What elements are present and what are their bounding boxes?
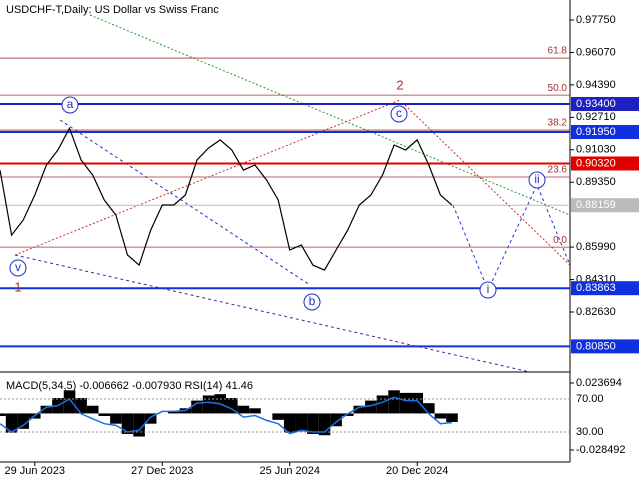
trend-lines <box>14 14 571 373</box>
wave-label: c <box>396 106 402 120</box>
wave-label: v <box>15 260 21 274</box>
y-tick-label: 0.96070 <box>576 46 616 58</box>
macd-bar <box>423 403 435 414</box>
wave-label: b <box>309 294 316 308</box>
price-label-box <box>571 281 639 296</box>
macd-bar <box>365 400 377 414</box>
macd-bar <box>295 413 308 432</box>
macd-bar <box>191 400 203 414</box>
chart-title: USDCHF-T,Daily: US Dollar vs Swiss Franc <box>6 4 219 16</box>
macd-bar <box>237 405 250 414</box>
macd-bar <box>446 413 458 422</box>
y-tick-label: 0.97750 <box>576 14 616 26</box>
macd-bar <box>86 405 99 414</box>
macd-bar <box>399 392 412 414</box>
price-line <box>0 126 453 271</box>
macd-bar <box>353 405 366 414</box>
y-tick-label: 0.91030 <box>576 144 616 156</box>
macd-bar <box>388 390 400 414</box>
trend-line <box>59 119 311 286</box>
y2-tick-label: 70.00 <box>576 393 604 405</box>
price-label-box <box>571 125 639 140</box>
y-tick-label: 0.85990 <box>576 241 616 253</box>
wave-label: ii <box>534 172 539 186</box>
price-label: 0.88159 <box>576 199 616 211</box>
price-label: 0.91950 <box>576 126 616 138</box>
x-tick-label: 29 Jun 2023 <box>4 465 65 477</box>
macd-bar <box>226 398 238 414</box>
macd-bar <box>63 390 76 414</box>
macd-bar <box>376 395 389 414</box>
fib-label: 23.6 <box>548 165 568 176</box>
y2-tick-label: 30.00 <box>576 426 604 438</box>
price-label: 0.93400 <box>576 98 616 110</box>
macd-bar <box>249 408 261 414</box>
macd-bar <box>75 398 87 414</box>
x-tick-label: 25 Jun 2024 <box>259 465 320 477</box>
macd-bar <box>17 413 29 429</box>
macd-bar <box>5 413 18 433</box>
macd-bar <box>121 413 134 434</box>
indicator-title: MACD(5,34,5) -0.006662 -0.007930 RSI(14)… <box>6 380 253 392</box>
fib-label: 0.0 <box>553 235 567 246</box>
macd-bar <box>272 413 284 420</box>
macd-bar <box>411 392 424 414</box>
macd-bar <box>434 413 447 419</box>
y-tick-label: 0.89350 <box>576 176 616 188</box>
price-label-box <box>571 339 639 354</box>
y-tick-label: 0.94390 <box>576 79 616 91</box>
macd-bar <box>98 413 111 416</box>
trend-line <box>14 99 401 256</box>
fib-label: 61.8 <box>548 46 568 57</box>
price-label: 0.83863 <box>576 282 616 294</box>
fib-label: 50.0 <box>548 83 568 94</box>
price-label-box <box>571 156 639 171</box>
y-tick-label: 0.92710 <box>576 111 616 123</box>
wave-circle <box>528 171 546 189</box>
macd-bar <box>283 413 296 433</box>
x-tick-label: 20 Dec 2024 <box>386 465 448 477</box>
wave-label: i <box>487 282 490 296</box>
wave-circle <box>61 96 79 114</box>
wave-label: 1 <box>14 279 21 294</box>
wave-label: 2 <box>396 77 403 92</box>
macd-bar <box>40 405 53 414</box>
fib-label: 38.2 <box>548 118 568 129</box>
y-tick-label: -0.028492 <box>576 444 626 456</box>
trend-line <box>14 254 531 373</box>
macd-bar <box>318 413 331 436</box>
wave-circle <box>9 259 27 277</box>
wave-circle <box>479 281 497 299</box>
macd-bar <box>144 413 157 424</box>
price-label: 0.90320 <box>576 157 616 169</box>
x-tick-label: 27 Dec 2023 <box>131 465 193 477</box>
wave-circle <box>390 105 408 123</box>
macd-bar <box>133 413 145 437</box>
wave-label: a <box>67 97 74 111</box>
wave-circle <box>303 293 321 311</box>
y-tick-label: 0.82630 <box>576 306 616 318</box>
trend-line <box>89 14 571 216</box>
y-tick-label: 0.023694 <box>576 377 622 389</box>
macd-bar <box>307 413 319 434</box>
rsi-line <box>0 396 453 435</box>
macd-bar <box>110 413 122 424</box>
macd-bar <box>0 413 6 416</box>
macd-bar <box>330 413 342 427</box>
price-label-box <box>571 198 639 213</box>
price-label: 0.80850 <box>576 340 616 352</box>
price-label-box <box>571 97 639 112</box>
macd-bar <box>202 395 215 414</box>
